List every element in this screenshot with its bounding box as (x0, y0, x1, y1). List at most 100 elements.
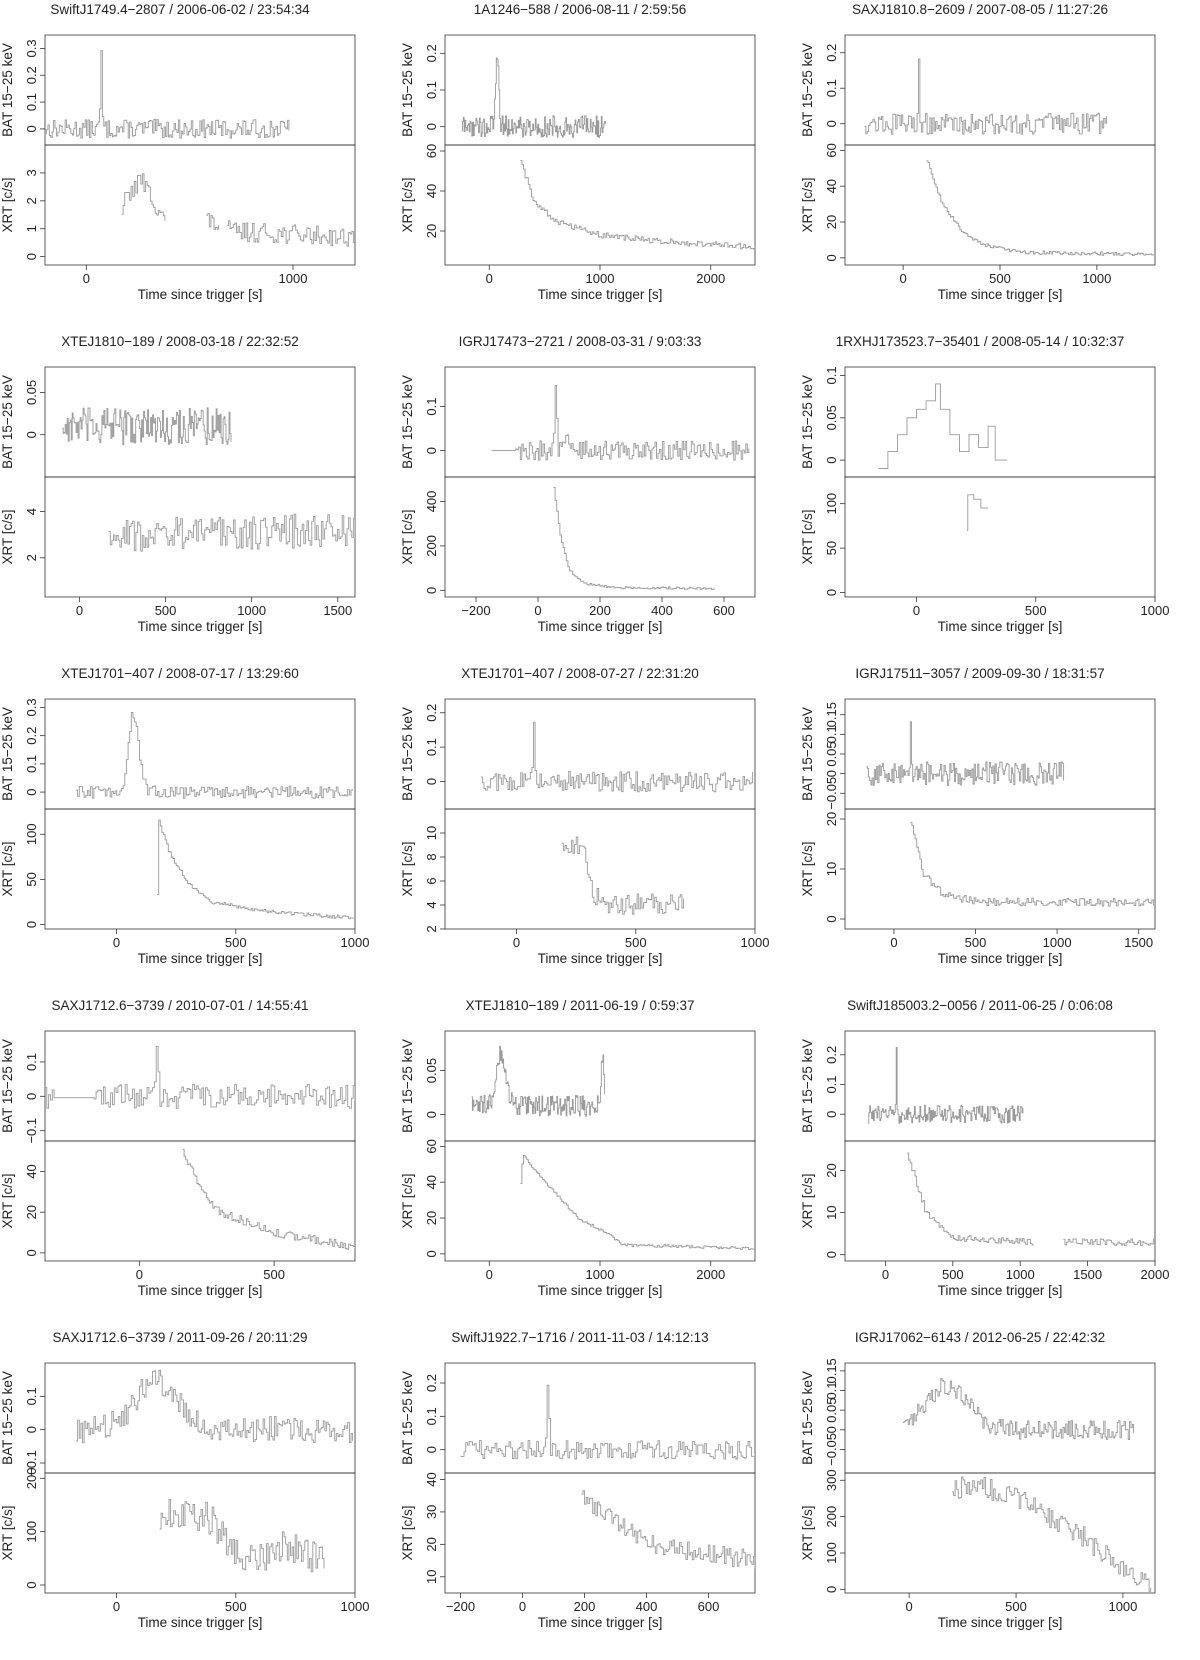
x-tick-label: 2000 (696, 271, 725, 286)
x-tick-label: 1000 (586, 271, 615, 286)
xrt-series (121, 173, 166, 221)
x-tick-label: 0 (513, 935, 520, 950)
y-tick-label: 100 (24, 823, 39, 845)
panel-title: SAXJ1810.8−2609 / 2007-08-05 / 11:27:26 (852, 2, 1108, 17)
y-tick-label: 0 (24, 1426, 39, 1433)
xrt-series (108, 513, 355, 552)
bat-series (471, 1045, 605, 1117)
x-tick-label: 0 (486, 1267, 493, 1282)
y-tick-label: 10 (824, 1205, 839, 1219)
xrt-ylabel: XRT [c/s] (0, 177, 15, 232)
y-tick-label: 40 (424, 1472, 439, 1486)
y-tick-label: 0.1 (24, 755, 39, 773)
bat-series (480, 721, 754, 793)
bat-ylabel: BAT 15−25 keV (0, 707, 15, 801)
lightcurve-panel: IGRJ17062−6143 / 2012-06-25 / 22:42:32 −0… (800, 1328, 1200, 1660)
x-tick-label: 400 (636, 1599, 658, 1614)
panel-title: 1RXHJ173523.7−35401 / 2008-05-14 / 10:32… (836, 334, 1125, 349)
y-tick-label: 200 (424, 535, 439, 557)
xrt-series (1063, 1238, 1155, 1246)
x-tick-label: 1000 (1006, 1267, 1035, 1282)
y-tick-label: 0 (824, 1586, 839, 1593)
y-tick-label: −0.05 (824, 777, 839, 810)
xrt-frame (444, 144, 756, 266)
lightcurve-panel: 1RXHJ173523.7−35401 / 2008-05-14 / 10:32… (800, 332, 1200, 664)
x-tick-label: 1500 (1124, 935, 1153, 950)
x-tick-label: 1000 (341, 935, 370, 950)
y-tick-label: 0 (424, 123, 439, 130)
bat-ylabel: BAT 15−25 keV (0, 1371, 15, 1465)
lightcurve-svg: SwiftJ1749.4−2807 / 2006-06-02 / 23:54:3… (0, 2, 356, 302)
y-tick-label: 0.2 (424, 44, 439, 62)
xrt-ylabel: XRT [c/s] (800, 1173, 815, 1228)
y-tick-label: 100 (24, 1521, 39, 1543)
y-tick-label: 60 (424, 144, 439, 158)
xrt-series (926, 160, 1155, 256)
x-tick-label: 500 (625, 935, 647, 950)
lightcurve-svg: IGRJ17062−6143 / 2012-06-25 / 22:42:32 −0… (800, 1330, 1156, 1630)
bat-frame (444, 1030, 756, 1142)
xrt-series (520, 159, 755, 250)
y-tick-label: 0.1 (24, 1053, 39, 1071)
y-tick-label: 0.3 (24, 39, 39, 57)
xrt-ylabel: XRT [c/s] (800, 177, 815, 232)
y-tick-label: 40 (424, 1175, 439, 1189)
lightcurve-panel: 1A1246−588 / 2006-08-11 / 2:59:56 0 0.1 0.2… (400, 0, 800, 332)
xrt-series (907, 1152, 1035, 1246)
y-tick-label: 60 (824, 143, 839, 157)
bat-frame (844, 698, 1156, 810)
xrt-frame (444, 476, 756, 598)
y-tick-label: 0.2 (824, 1046, 839, 1064)
bat-ylabel: BAT 15−25 keV (800, 1371, 815, 1465)
bat-frame (444, 1362, 756, 1474)
y-tick-label: 0 (824, 1111, 839, 1118)
x-tick-label: 2000 (1141, 1267, 1170, 1282)
y-tick-label: 0 (424, 1111, 439, 1118)
xrt-series (159, 1498, 325, 1573)
lightcurve-svg: SwiftJ1922.7−1716 / 2011-11-03 / 14:12:1… (400, 1330, 756, 1630)
bat-ylabel: BAT 15−25 keV (0, 1039, 15, 1133)
xrt-frame (44, 808, 356, 930)
x-tick-label: 1000 (237, 603, 266, 618)
xrt-ylabel: XRT [c/s] (400, 841, 415, 896)
y-tick-label: 20 (824, 1163, 839, 1177)
xrt-series (226, 220, 355, 247)
lightcurve-panel: SAXJ1712.6−3739 / 2010-07-01 / 14:55:41 −… (0, 996, 400, 1328)
x-tick-label: −200 (461, 603, 490, 618)
y-tick-label: 0.05 (424, 1058, 439, 1083)
y-tick-label: 0.1 (824, 79, 839, 97)
lightcurve-svg: SAXJ1810.8−2609 / 2007-08-05 / 11:27:26 0… (800, 2, 1156, 302)
y-tick-label: 1 (24, 225, 39, 232)
bat-series (866, 721, 1065, 786)
x-axis-label: Time since trigger [s] (138, 951, 263, 966)
y-tick-label: 0.1 (24, 93, 39, 111)
xrt-ylabel: XRT [c/s] (0, 509, 15, 564)
panel-title: XTEJ1701−407 / 2008-07-27 / 22:31:20 (461, 666, 699, 681)
y-tick-label: 0.2 (424, 1374, 439, 1392)
y-tick-label: 0.2 (24, 66, 39, 84)
x-tick-label: 1000 (1043, 935, 1072, 950)
x-axis-label: Time since trigger [s] (538, 951, 663, 966)
xrt-frame (444, 1472, 756, 1594)
x-axis-label: Time since trigger [s] (538, 1283, 663, 1298)
x-tick-label: 200 (589, 603, 611, 618)
x-tick-label: 1000 (1108, 1599, 1137, 1614)
lightcurve-svg: 1RXHJ173523.7−35401 / 2008-05-14 / 10:32… (800, 334, 1169, 634)
panel-title: SwiftJ1749.4−2807 / 2006-06-02 / 23:54:3… (50, 2, 310, 17)
x-tick-label: 1000 (741, 935, 770, 950)
x-axis-label: Time since trigger [s] (138, 1283, 263, 1298)
y-tick-label: 20 (424, 1211, 439, 1225)
y-tick-label: 0.1 (424, 738, 439, 756)
x-tick-label: 1000 (1082, 271, 1111, 286)
y-tick-label: 300 (824, 1469, 839, 1491)
xrt-series (561, 836, 684, 915)
y-tick-label: 20 (824, 215, 839, 229)
x-tick-label: 1500 (1073, 1267, 1102, 1282)
x-tick-label: 0 (890, 935, 897, 950)
x-tick-label: 600 (713, 603, 735, 618)
bat-frame (444, 34, 756, 146)
bat-series (491, 384, 750, 461)
y-tick-label: 0 (424, 587, 439, 594)
x-tick-label: 500 (1005, 1599, 1027, 1614)
